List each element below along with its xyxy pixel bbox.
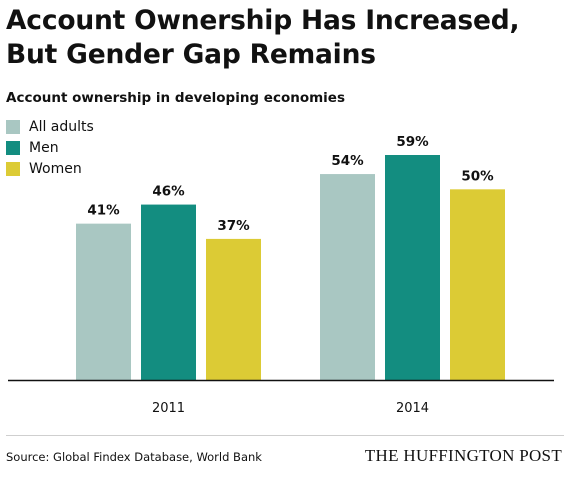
legend-label-all-adults: All adults (29, 118, 94, 135)
legend-swatch-all-adults (6, 119, 20, 134)
x-tick-label-2014: 2014 (396, 401, 429, 416)
legend-swatch-women (6, 161, 20, 176)
data-label-2011-all-adults: 41% (87, 203, 120, 219)
bar-2011-women (206, 238, 261, 380)
bar-chart: 41% 46% 37% 2011 54% 59% 50% 2014 (8, 134, 554, 416)
legend-swatch-men (6, 140, 20, 155)
legend: All adults Men Women (6, 116, 94, 179)
source-note: Source: Global Findex Database, World Ba… (6, 450, 262, 464)
bar-2011-men (141, 204, 196, 380)
legend-item-women: Women (6, 158, 94, 179)
bar-2014-women (450, 189, 505, 380)
x-tick-label-2011: 2011 (152, 401, 185, 416)
footer-divider (6, 435, 564, 436)
bar-2014-all-adults (320, 174, 375, 380)
data-label-2014-all-adults: 54% (331, 153, 364, 169)
chart-title-line-1: Account Ownership Has Increased, (6, 5, 520, 36)
data-label-2011-men: 46% (152, 184, 185, 200)
data-label-2011-women: 37% (217, 218, 250, 234)
data-label-2014-women: 50% (461, 168, 494, 184)
legend-item-all-adults: All adults (6, 116, 94, 137)
publisher-logo: THE HUFFINGTON POST (364, 446, 562, 465)
chart-title-line-2: But Gender Gap Remains (6, 39, 376, 70)
legend-label-women: Women (29, 160, 82, 177)
bar-2011-all-adults (76, 223, 131, 380)
chart-title: Account Ownership Has Increased, But Gen… (6, 4, 566, 72)
data-label-2014-men: 59% (396, 134, 429, 150)
legend-item-men: Men (6, 137, 94, 158)
bar-2014-men (385, 155, 440, 380)
chart-subtitle: Account ownership in developing economie… (6, 90, 345, 106)
legend-label-men: Men (29, 139, 59, 156)
